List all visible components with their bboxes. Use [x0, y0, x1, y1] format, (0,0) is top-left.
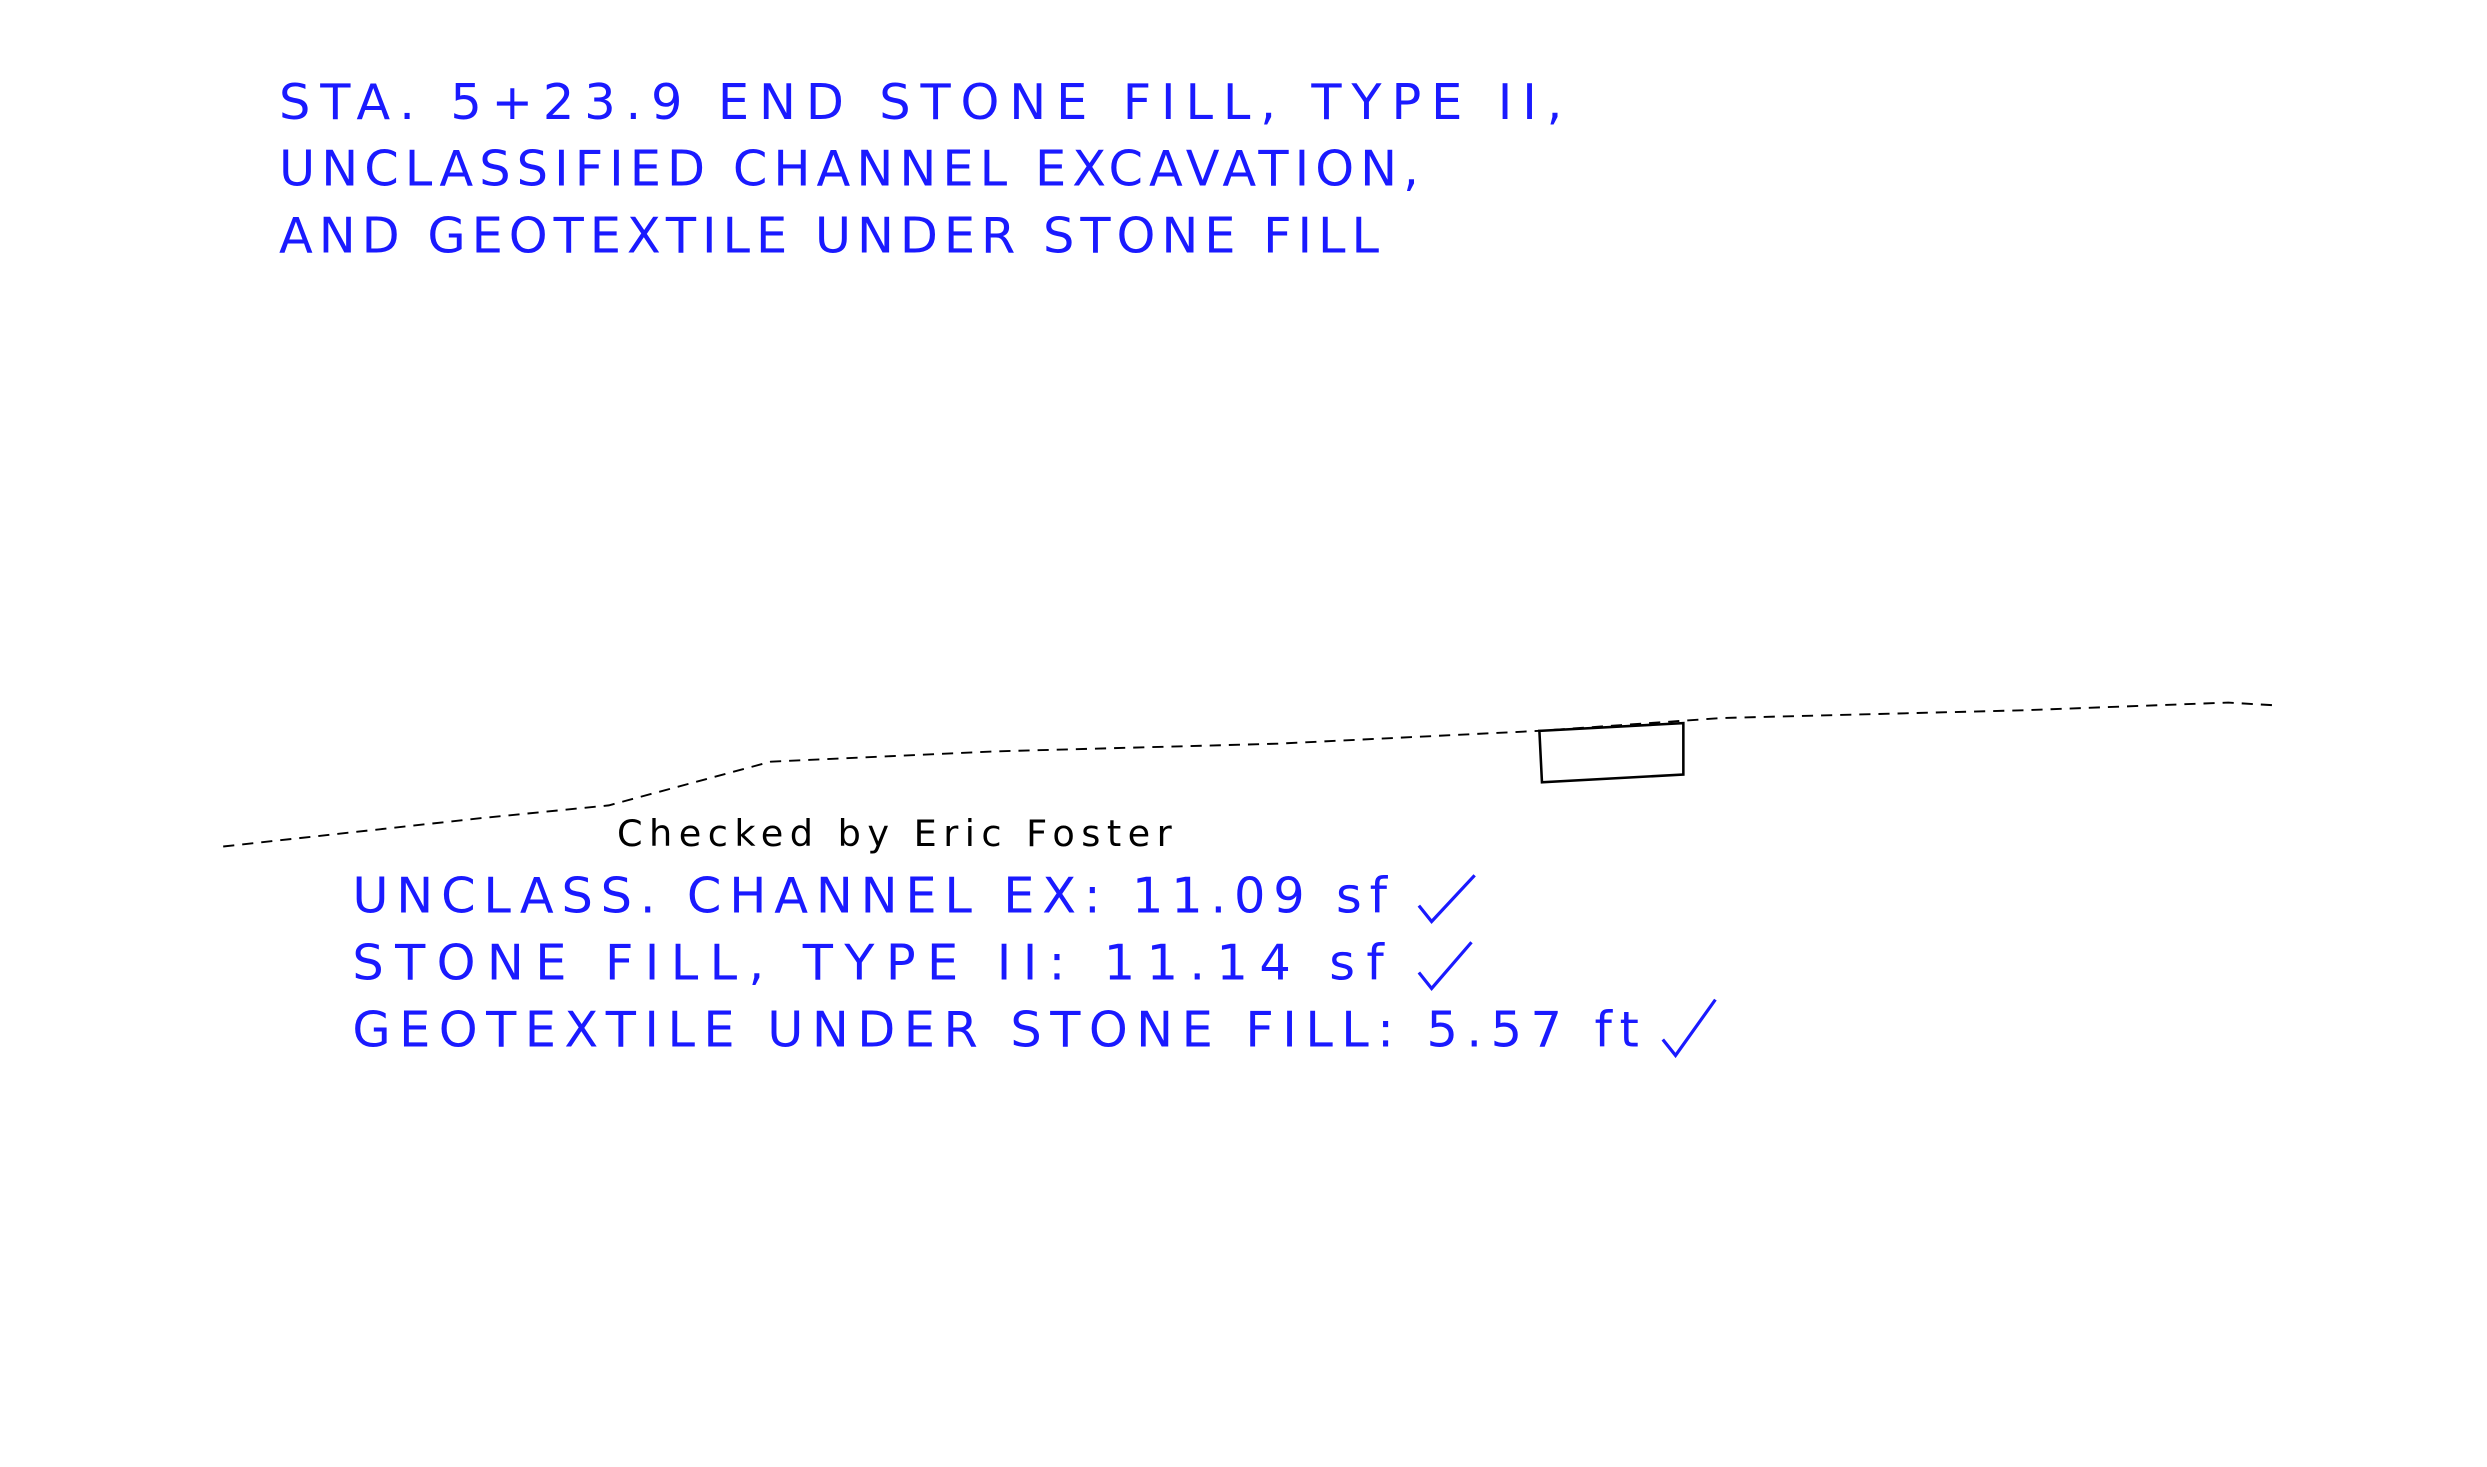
fill-outline: [1538, 721, 1685, 784]
title-line: UNCLASSIFIED CHANNEL EXCAVATION,: [279, 140, 1419, 198]
check-mark: [1417, 941, 1473, 991]
check-mark: [1661, 998, 1717, 1059]
title-line: AND GEOTEXTILE UNDER STONE FILL: [279, 207, 1379, 265]
marks: [223, 701, 2273, 848]
check-mark: [1417, 874, 1476, 924]
quantity-line: UNCLASS. CHANNEL EX: 11.09 sf: [352, 867, 1388, 925]
checked-note: Checked by Eric Foster: [617, 812, 1173, 855]
ground-line: [223, 701, 2273, 848]
title-line: STA. 5+23.9 END STONE FILL, TYPE II,: [279, 73, 1562, 131]
quantity-line: STONE FILL, TYPE II: 11.14 sf: [352, 934, 1385, 992]
quantity-line: GEOTEXTILE UNDER STONE FILL: 5.57 ft: [352, 1001, 1639, 1059]
